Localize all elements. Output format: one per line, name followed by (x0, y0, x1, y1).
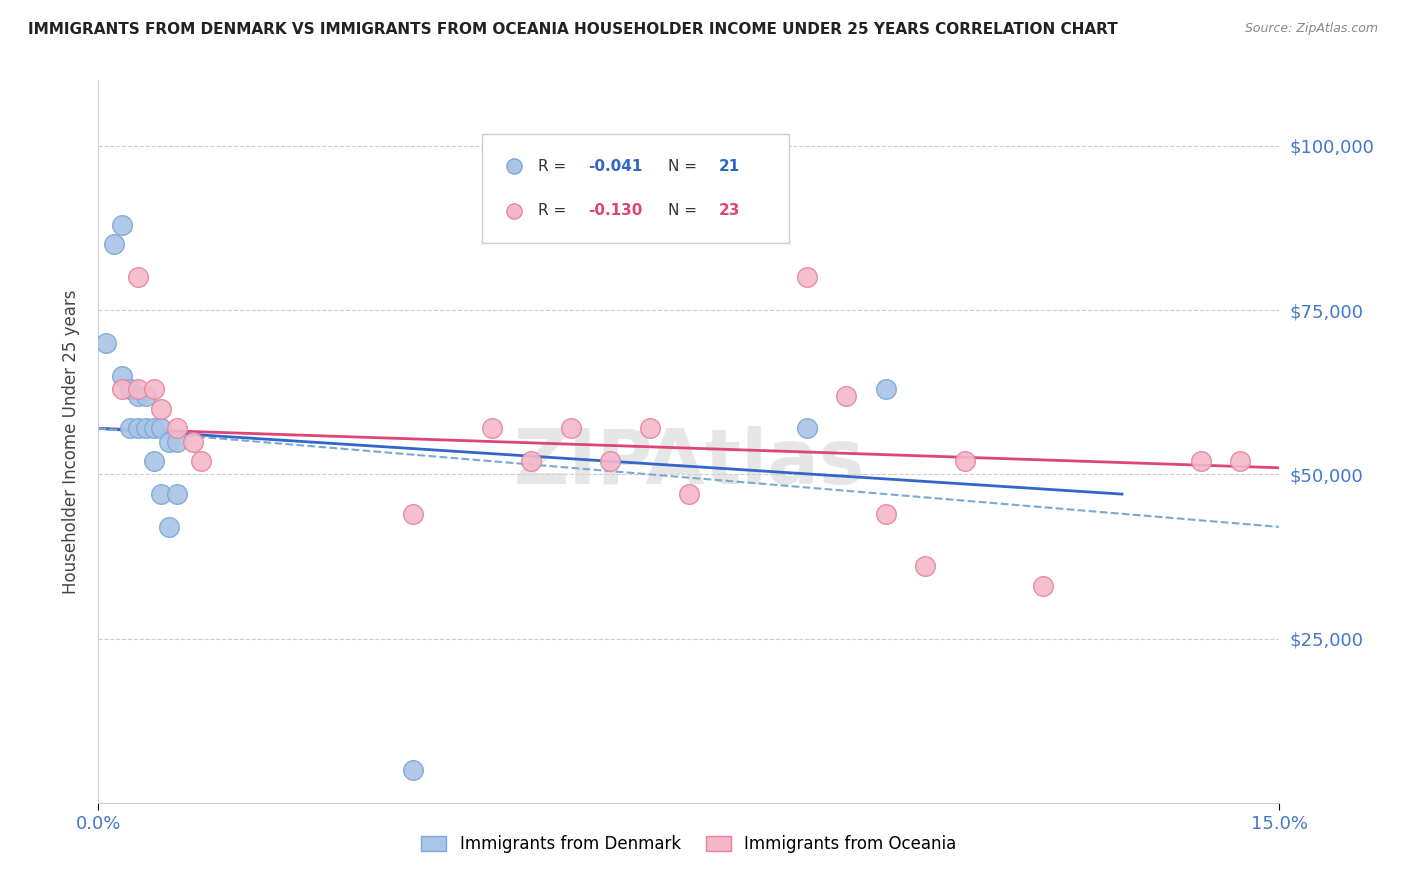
Legend: Immigrants from Denmark, Immigrants from Oceania: Immigrants from Denmark, Immigrants from… (415, 828, 963, 860)
Point (111, 368, 134, 383)
Point (157, 520, 180, 534)
Point (157, 434, 180, 449)
Point (150, 487, 173, 501)
Point (190, 454, 212, 468)
Text: 23: 23 (718, 203, 740, 219)
Point (166, 421, 188, 435)
Point (166, 487, 188, 501)
Point (560, 421, 582, 435)
Point (150, 421, 173, 435)
Point (111, 218, 134, 232)
Point (402, 763, 425, 777)
Text: ZIPAtlas: ZIPAtlas (513, 426, 865, 500)
Point (638, 421, 661, 435)
Point (181, 434, 204, 449)
Point (127, 388, 149, 402)
Point (118, 421, 141, 435)
Point (135, 388, 157, 402)
Point (1189, 454, 1212, 468)
Point (96, 336, 118, 351)
Text: -0.041: -0.041 (589, 159, 643, 174)
Text: R =: R = (537, 159, 571, 174)
Point (118, 382, 141, 396)
Point (142, 421, 165, 435)
Text: 21: 21 (718, 159, 740, 174)
Point (127, 421, 149, 435)
Text: N =: N = (668, 203, 702, 219)
FancyBboxPatch shape (482, 135, 789, 243)
Point (520, 454, 543, 468)
Point (142, 382, 165, 396)
Text: N =: N = (668, 159, 702, 174)
Point (796, 421, 818, 435)
Point (835, 388, 858, 402)
Text: IMMIGRANTS FROM DENMARK VS IMMIGRANTS FROM OCEANIA HOUSEHOLDER INCOME UNDER 25 Y: IMMIGRANTS FROM DENMARK VS IMMIGRANTS FR… (28, 22, 1118, 37)
Text: Source: ZipAtlas.com: Source: ZipAtlas.com (1244, 22, 1378, 36)
Point (599, 454, 621, 468)
Point (1229, 454, 1251, 468)
Point (914, 559, 936, 574)
Point (135, 421, 157, 435)
Point (103, 237, 125, 252)
Point (166, 434, 188, 449)
Text: R =: R = (537, 203, 571, 219)
Point (953, 454, 976, 468)
Point (481, 421, 503, 435)
Point (142, 454, 165, 468)
Point (150, 401, 173, 416)
Point (875, 382, 897, 396)
Point (1032, 579, 1054, 593)
Y-axis label: Householder Income Under 25 years: Householder Income Under 25 years (62, 289, 80, 594)
Point (678, 487, 700, 501)
Text: -0.130: -0.130 (589, 203, 643, 219)
Point (875, 507, 897, 521)
Point (127, 270, 149, 285)
Point (796, 270, 818, 285)
Point (127, 382, 149, 396)
Point (111, 382, 134, 396)
Point (402, 507, 425, 521)
